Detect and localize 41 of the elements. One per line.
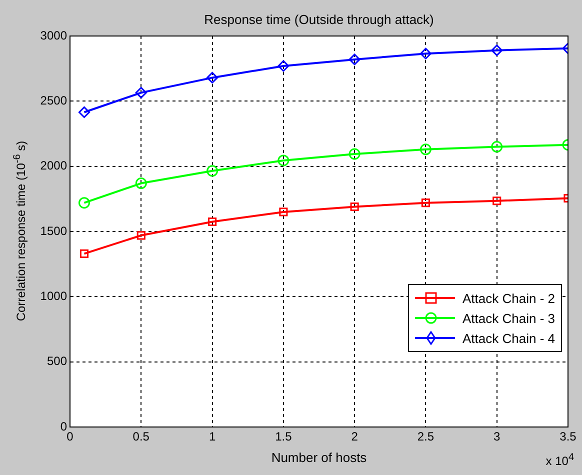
legend-label: Attack Chain - 2 <box>462 290 555 306</box>
point <box>135 86 147 98</box>
y-tick-label: 2000 <box>40 158 68 173</box>
point <box>421 198 430 208</box>
point <box>135 178 147 190</box>
point <box>278 60 290 72</box>
point <box>78 106 90 118</box>
point <box>420 48 432 60</box>
legend-label: Attack Chain - 4 <box>462 330 555 346</box>
text: x 10$^{4}$ <box>546 452 574 468</box>
point <box>206 72 218 84</box>
y-tick-label: 0 <box>60 419 68 434</box>
x-tick-label: 2.5 <box>417 430 434 444</box>
x-tick-label: 3 <box>494 430 501 444</box>
x-tick-label: 1.5 <box>275 430 292 444</box>
y-tick-label: 2500 <box>40 93 68 108</box>
point <box>208 217 217 226</box>
point <box>80 249 89 258</box>
point <box>206 165 218 177</box>
y-tick-label: 500 <box>46 354 68 368</box>
x-tick-label: 2 <box>351 430 358 444</box>
y-tick-label: 3000 <box>40 28 68 42</box>
legend-label: Attack Chain - 3 <box>462 310 555 326</box>
chart-title: Response time (Outside through attack) <box>203 12 435 27</box>
point <box>491 141 503 153</box>
y-tick-label: 1000 <box>40 288 68 303</box>
point <box>492 196 502 206</box>
point <box>350 202 359 212</box>
point <box>348 54 360 66</box>
x-tick-label: 0.5 <box>132 430 150 444</box>
point <box>278 154 290 166</box>
point <box>279 208 288 216</box>
point <box>491 44 503 56</box>
point <box>420 144 432 156</box>
x-axis-title: Number of hosts <box>271 450 367 465</box>
y-tick-label: 1500 <box>40 224 68 238</box>
point <box>78 197 90 209</box>
point <box>136 231 146 240</box>
point <box>348 148 360 160</box>
x-tick-label: 1 <box>208 430 216 444</box>
x-tick-label: 3.5 <box>560 430 577 444</box>
